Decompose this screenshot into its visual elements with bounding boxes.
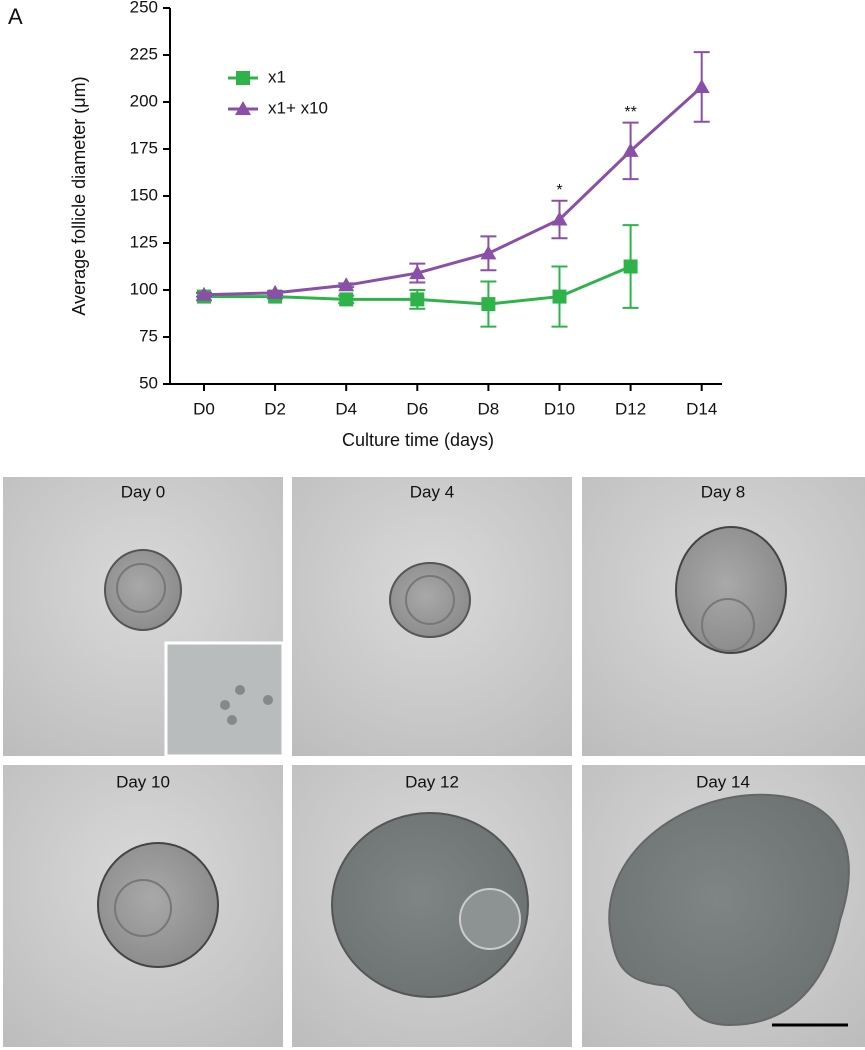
data-point <box>409 265 426 280</box>
y-axis-label: Average follicle diameter (μm) <box>69 76 89 315</box>
inset-follicle <box>220 700 230 710</box>
follicle <box>97 842 219 968</box>
y-tick-label: 225 <box>130 44 158 63</box>
image-label: Day 14 <box>696 772 750 791</box>
data-point <box>551 211 568 226</box>
data-point <box>410 292 425 307</box>
data-point <box>552 289 567 304</box>
oocyte <box>114 879 172 937</box>
image-label: Day 10 <box>116 772 170 791</box>
data-point <box>480 245 497 260</box>
data-point <box>622 142 639 157</box>
data-point <box>693 78 710 93</box>
data-point <box>481 297 496 312</box>
x-tick-label: D2 <box>264 399 286 418</box>
oocyte <box>459 888 521 950</box>
x-tick-label: D12 <box>615 399 646 418</box>
image-label: Day 8 <box>701 482 745 501</box>
x-tick-label: D4 <box>335 399 357 418</box>
image-label: Day 0 <box>121 482 165 501</box>
image-label: Day 4 <box>410 482 454 501</box>
inset-follicle <box>227 715 237 725</box>
image-label: Day 12 <box>405 772 459 791</box>
x-tick-label: D14 <box>686 399 717 418</box>
follicle <box>608 793 850 1027</box>
oocyte <box>701 598 755 652</box>
data-point <box>267 284 284 299</box>
x-tick-label: D10 <box>544 399 575 418</box>
data-point <box>196 286 212 301</box>
y-tick-label: 175 <box>130 138 158 157</box>
legend-label: x1+ x10 <box>268 98 328 117</box>
oocyte <box>116 563 166 613</box>
data-point <box>338 277 355 292</box>
x-axis-label: Culture time (days) <box>342 430 494 450</box>
follicle <box>675 526 787 654</box>
oocyte <box>405 575 455 625</box>
y-tick-label: 125 <box>130 232 158 251</box>
legend-marker <box>235 101 251 115</box>
legend-marker <box>236 71 250 85</box>
y-tick-label: 250 <box>130 0 158 16</box>
inset-follicle <box>263 695 273 705</box>
x-tick-label: D0 <box>193 399 215 418</box>
y-tick-label: 200 <box>130 91 158 110</box>
y-tick-label: 100 <box>130 279 158 298</box>
x-tick-label: D6 <box>406 399 428 418</box>
panel-label: A <box>8 4 23 29</box>
data-point <box>339 292 354 307</box>
micrographs <box>3 477 865 1047</box>
data-point <box>623 259 638 274</box>
significance: * <box>556 182 562 199</box>
follicle <box>389 562 471 638</box>
x-tick-label: D8 <box>478 399 500 418</box>
series-line <box>203 85 703 297</box>
significance: ** <box>624 104 636 121</box>
inset-follicle <box>235 685 245 695</box>
y-tick-label: 75 <box>139 326 158 345</box>
y-tick-label: 50 <box>139 373 158 392</box>
legend-label: x1 <box>268 67 286 86</box>
follicle <box>331 812 529 998</box>
y-tick-label: 150 <box>130 185 158 204</box>
